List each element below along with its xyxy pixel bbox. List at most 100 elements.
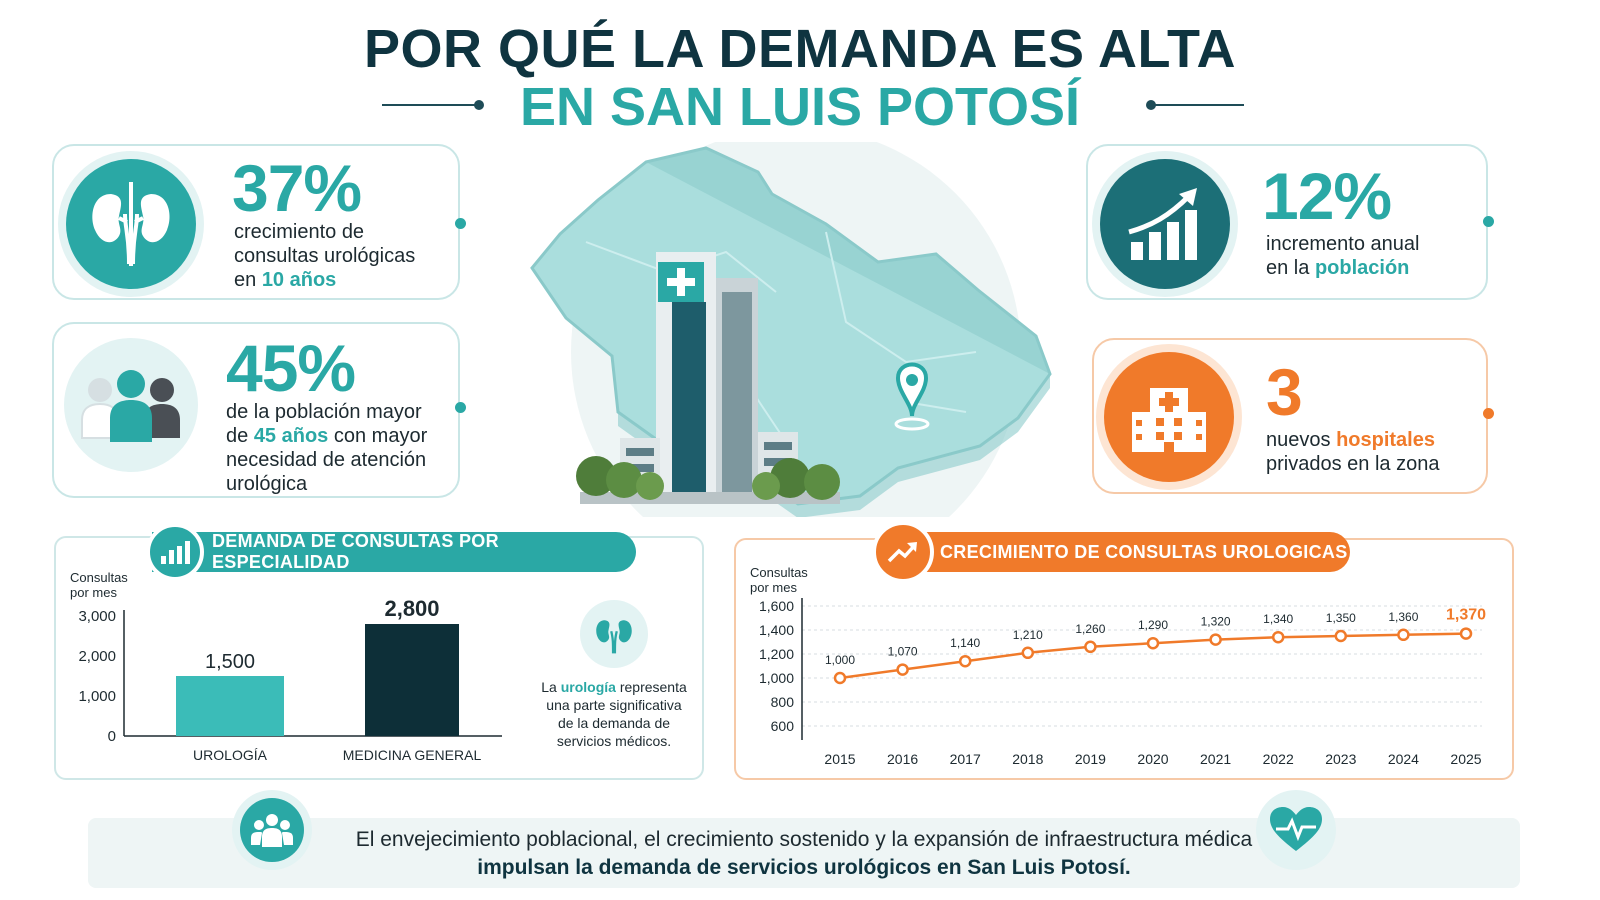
stat-pg-highlight: población — [1314, 257, 1410, 279]
bar-panel-header: DEMANDA DE CONSULTAS POR ESPECIALIDAD — [152, 531, 636, 572]
line-data-label: 1,350 — [1326, 611, 1356, 625]
stat-hospitals-desc: nuevos hospitales privados en la zona — [1266, 428, 1439, 476]
line-point — [896, 663, 909, 676]
trend-up-icon — [872, 521, 934, 583]
line-point — [1021, 646, 1035, 660]
stat-pg-line2-prefix: en la — [1266, 257, 1310, 279]
bar — [365, 624, 459, 736]
bar-growth-icon — [1100, 159, 1230, 289]
line-point — [1397, 628, 1410, 642]
stat-growth-line3-prefix: en — [234, 269, 257, 291]
bar-y-tick-label: 2,000 — [78, 648, 116, 665]
line-point — [1459, 627, 1473, 640]
stat-pg-line2: en la población — [1266, 256, 1419, 280]
people-group-icon — [64, 338, 198, 472]
stat-growth-desc: crecimiento de consultas urológicas en 1… — [234, 220, 415, 292]
bar-y-tick-label: 3,000 — [78, 608, 116, 625]
stat-population-age-value: 45% — [226, 331, 356, 405]
stat-growth-line2: consultas urológicas — [234, 245, 416, 267]
line-chart-panel — [734, 538, 1514, 780]
title-row: EN SAN LUIS POTOSÍ — [0, 76, 1600, 137]
line-point — [1084, 640, 1097, 654]
hospital-building-icon — [1104, 352, 1234, 482]
stat-growth-highlight: 10 años — [261, 269, 337, 291]
line-point — [1209, 633, 1222, 646]
stat-pa-line2-prefix: de — [226, 425, 249, 447]
line-x-tick-label: 2017 — [950, 751, 981, 767]
stat-pa-line3: necesidad de atención — [226, 449, 427, 471]
line-x-tick-label: 2019 — [1075, 751, 1106, 767]
note-line1: La urología representa — [530, 678, 698, 696]
title-line-1: POR QUÉ LA DEMANDA ES ALTA — [364, 19, 1236, 79]
title-rule-right — [1148, 104, 1244, 106]
line-x-tick-label: 2016 — [887, 751, 918, 767]
line-data-label: 1,140 — [950, 636, 980, 650]
line-y-tick-label: 1,600 — [759, 598, 794, 614]
line-y-tick-label: 1,400 — [759, 622, 794, 638]
urology-note: La urología representa una parte signifi… — [530, 678, 698, 750]
line-panel-header: CRECIMIENTO DE CONSULTAS UROLOGICAS — [880, 532, 1350, 572]
community-icon — [232, 790, 312, 870]
stat-growth-value: 37% — [232, 151, 362, 225]
line-axis-title-line2: por mes — [750, 580, 797, 595]
card-connector-dot — [455, 218, 466, 229]
note-line4: servicios médicos. — [556, 733, 672, 749]
line-data-label: 1,320 — [1201, 615, 1231, 629]
stat-h-highlight: hospitales — [1336, 429, 1435, 451]
stat-pa-line2-suffix: con mayor — [333, 425, 428, 447]
location-pin-icon — [894, 362, 930, 431]
bar-category-label: UROLOGÍA — [193, 747, 268, 763]
line-y-tick-label: 600 — [771, 718, 795, 734]
bar-axis-title: Consultas por mes — [70, 570, 128, 600]
stat-h-line1-prefix: nuevos — [1266, 429, 1331, 451]
stat-pa-highlight: 45 años — [253, 425, 329, 447]
stat-population-age-desc: de la población mayor de 45 años con may… — [226, 400, 427, 496]
stat-h-line1: nuevos hospitales — [1266, 428, 1439, 452]
line-data-label: 1,340 — [1263, 612, 1293, 626]
line-x-tick-label: 2025 — [1450, 751, 1481, 767]
bar-y-tick-label: 0 — [108, 728, 116, 745]
stat-population-growth-desc: incremento anual en la población — [1266, 232, 1419, 280]
bar-axis-title-line2: por mes — [70, 585, 117, 600]
footer-line1: El envejecimiento poblacional, el crecim… — [355, 828, 1253, 851]
bar-chart-icon — [146, 523, 204, 581]
line-x-tick-label: 2022 — [1263, 751, 1294, 767]
line-y-tick-label: 1,200 — [759, 646, 794, 662]
line-x-tick-label: 2021 — [1200, 751, 1231, 767]
line-y-tick-label: 800 — [771, 694, 795, 710]
note-line3: de la demanda de — [557, 715, 671, 731]
stat-pa-line2: de 45 años con mayor — [226, 424, 427, 448]
stat-pg-line1: incremento anual — [1266, 233, 1420, 255]
bar-chart: 0 1,000 2,000 3,000 1,500 UROLOGÍA 2,800 MEDICI… — [78, 600, 502, 763]
line-x-tick-label: 2020 — [1137, 751, 1168, 767]
line-x-tick-label: 2023 — [1325, 751, 1356, 767]
title-rule-left — [382, 104, 478, 106]
line-point — [833, 671, 847, 685]
card-connector-dot — [455, 402, 466, 413]
note-line2: una parte significativa — [546, 697, 682, 713]
line-x-tick-label: 2015 — [824, 751, 855, 767]
state-map-illustration — [526, 127, 1086, 577]
line-data-label: 1,260 — [1075, 622, 1105, 636]
line-x-tick-label: 2018 — [1012, 751, 1043, 767]
title-line-2: EN SAN LUIS POTOSÍ — [519, 77, 1081, 137]
line-axis-title: Consultas por mes — [750, 565, 808, 595]
bar-axis-title-line1: Consultas — [70, 570, 128, 585]
bar-category-label: MEDICINA GENERAL — [343, 747, 482, 763]
heartbeat-icon — [1256, 790, 1336, 870]
bar-value-label: 1,500 — [205, 651, 255, 673]
line-point — [1271, 630, 1285, 644]
stat-growth-line3: en 10 años — [234, 268, 415, 292]
line-data-label: 1,290 — [1138, 618, 1168, 632]
note-highlight: urología — [560, 679, 616, 695]
bar — [176, 676, 284, 736]
line-data-label: 1,000 — [825, 653, 855, 667]
note-prefix: La — [541, 679, 557, 695]
stat-h-line2: privados en la zona — [1266, 453, 1440, 475]
note-suffix: representa — [619, 679, 687, 695]
bar-y-tick-label: 1,000 — [78, 688, 116, 705]
stat-growth-line1: crecimiento de — [234, 221, 365, 243]
line-point — [1146, 636, 1160, 650]
line-y-tick-label: 1,000 — [759, 670, 794, 686]
